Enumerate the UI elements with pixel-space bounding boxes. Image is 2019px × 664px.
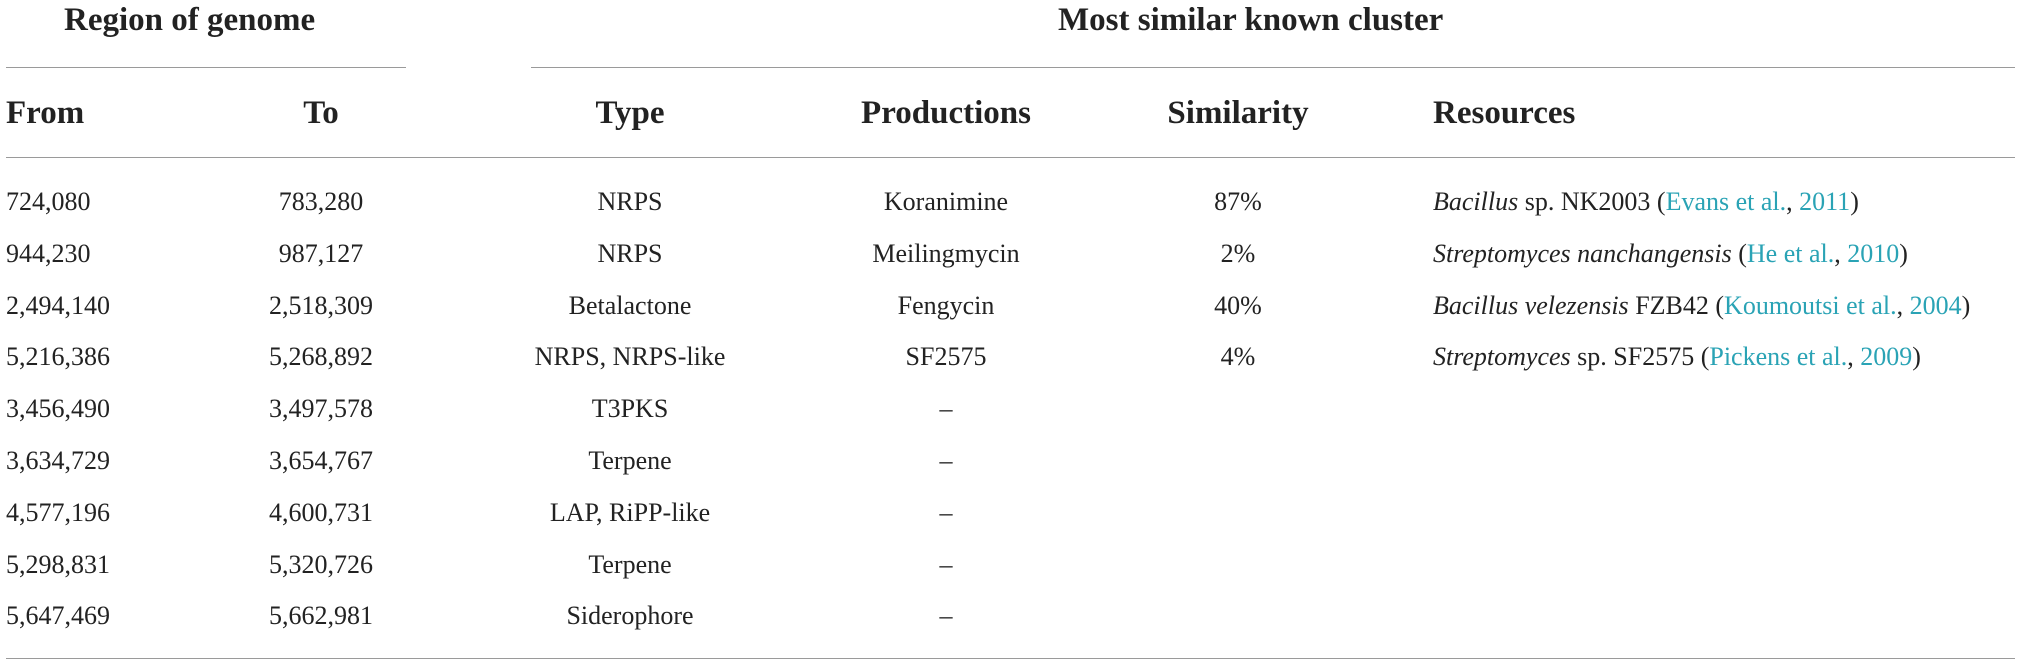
cell-type: Betalactone xyxy=(568,291,692,320)
cell-type: Terpene xyxy=(588,550,672,579)
cell-productions: – xyxy=(939,601,953,630)
citation-separator: , xyxy=(1896,291,1910,320)
citation-year-link[interactable]: 2009 xyxy=(1860,342,1913,371)
cell-from: 944,230 xyxy=(6,239,91,268)
cell-from: 5,298,831 xyxy=(6,550,110,579)
cell-type: Terpene xyxy=(588,446,672,475)
cell-productions: Koranimine xyxy=(883,187,1009,216)
cell-type: NRPS xyxy=(597,187,663,216)
cell-similarity: 40% xyxy=(1214,291,1262,320)
cell-to: 783,280 xyxy=(278,187,364,216)
cell-type: LAP, RiPP-like xyxy=(549,498,711,527)
citation-close-paren: ) xyxy=(1850,187,1859,216)
organism-name: Bacillus xyxy=(1433,187,1519,216)
citation-separator: , xyxy=(1834,239,1848,268)
citation-year-link[interactable]: 2010 xyxy=(1847,239,1900,268)
cell-from: 2,494,140 xyxy=(6,291,110,320)
cell-from: 5,216,386 xyxy=(6,342,110,371)
cell-type: NRPS xyxy=(597,239,663,268)
cell-from: 724,080 xyxy=(6,187,91,216)
col-header-from: From xyxy=(6,95,85,131)
organism-name: Streptomyces xyxy=(1433,342,1571,371)
col-header-productions: Productions xyxy=(861,95,1031,131)
cell-resource: Streptomyces sp. SF2575 (Pickens et al.,… xyxy=(1433,341,1921,373)
citation-year-link[interactable]: 2004 xyxy=(1909,291,1962,320)
cell-productions: – xyxy=(939,498,953,527)
cell-to: 4,600,731 xyxy=(269,498,373,527)
cell-type: T3PKS xyxy=(591,394,669,423)
citation-author-link[interactable]: Pickens et al. xyxy=(1709,342,1848,371)
col-header-to: To xyxy=(303,95,339,131)
cell-type: NRPS, NRPS-like xyxy=(534,342,726,371)
citation-year-link[interactable]: 2011 xyxy=(1799,187,1851,216)
cell-resource: Streptomyces nanchangensis (He et al., 2… xyxy=(1433,238,1908,270)
cluster-group-rule xyxy=(531,67,2015,68)
cell-similarity: 4% xyxy=(1220,342,1256,371)
cell-productions: Meilingmycin xyxy=(872,239,1020,268)
cell-to: 2,518,309 xyxy=(269,291,373,320)
col-header-similarity: Similarity xyxy=(1167,95,1309,131)
cell-type: Siderophore xyxy=(566,601,694,630)
cell-to: 3,654,767 xyxy=(269,446,373,475)
cell-similarity: 2% xyxy=(1220,239,1256,268)
cell-productions: SF2575 xyxy=(905,342,987,371)
cell-to: 5,320,726 xyxy=(269,550,373,579)
organism-strain: sp. NK2003 xyxy=(1518,187,1651,216)
col-header-type: Type xyxy=(595,95,665,131)
citation-open-paren: ( xyxy=(1731,239,1747,268)
bottom-rule xyxy=(6,658,2015,659)
col-header-resources: Resources xyxy=(1433,95,1576,131)
cell-resource: Bacillus sp. NK2003 (Evans et al., 2011) xyxy=(1433,186,1859,218)
cell-from: 3,456,490 xyxy=(6,394,110,423)
cell-from: 3,634,729 xyxy=(6,446,110,475)
cell-to: 987,127 xyxy=(278,239,364,268)
citation-close-paren: ) xyxy=(1961,291,1971,320)
cell-from: 5,647,469 xyxy=(6,601,110,630)
cell-to: 5,662,981 xyxy=(269,601,373,630)
citation-author-link[interactable]: Koumoutsi et al. xyxy=(1724,291,1897,320)
citation-separator: , xyxy=(1786,187,1800,216)
citation-open-paren: ( xyxy=(1708,291,1725,320)
citation-author-link[interactable]: Evans et al. xyxy=(1665,187,1787,216)
region-group-rule xyxy=(6,67,406,68)
cell-to: 5,268,892 xyxy=(269,342,373,371)
cell-from: 4,577,196 xyxy=(6,498,110,527)
organism-name: Bacillus velezensis xyxy=(1433,291,1629,320)
cell-productions: – xyxy=(939,394,953,423)
citation-open-paren: ( xyxy=(1650,187,1666,216)
region-of-genome-header: Region of genome xyxy=(64,2,316,38)
cell-resource: Bacillus velezensis FZB42 (Koumoutsi et … xyxy=(1433,290,1970,322)
organism-strain: FZB42 xyxy=(1628,291,1709,320)
citation-close-paren: ) xyxy=(1899,239,1908,268)
cell-productions: Fengycin xyxy=(897,291,995,320)
cell-productions: – xyxy=(939,550,953,579)
cell-to: 3,497,578 xyxy=(269,394,373,423)
citation-close-paren: ) xyxy=(1912,342,1921,371)
citation-author-link[interactable]: He et al. xyxy=(1746,239,1835,268)
header-rule xyxy=(6,157,2015,158)
most-similar-cluster-header: Most similar known cluster xyxy=(1058,2,1444,38)
citation-separator: , xyxy=(1847,342,1861,371)
organism-strain: sp. SF2575 xyxy=(1570,342,1695,371)
cell-similarity: 87% xyxy=(1214,187,1262,216)
organism-name: Streptomyces nanchangensis xyxy=(1433,239,1732,268)
citation-open-paren: ( xyxy=(1694,342,1710,371)
cell-productions: – xyxy=(939,446,953,475)
